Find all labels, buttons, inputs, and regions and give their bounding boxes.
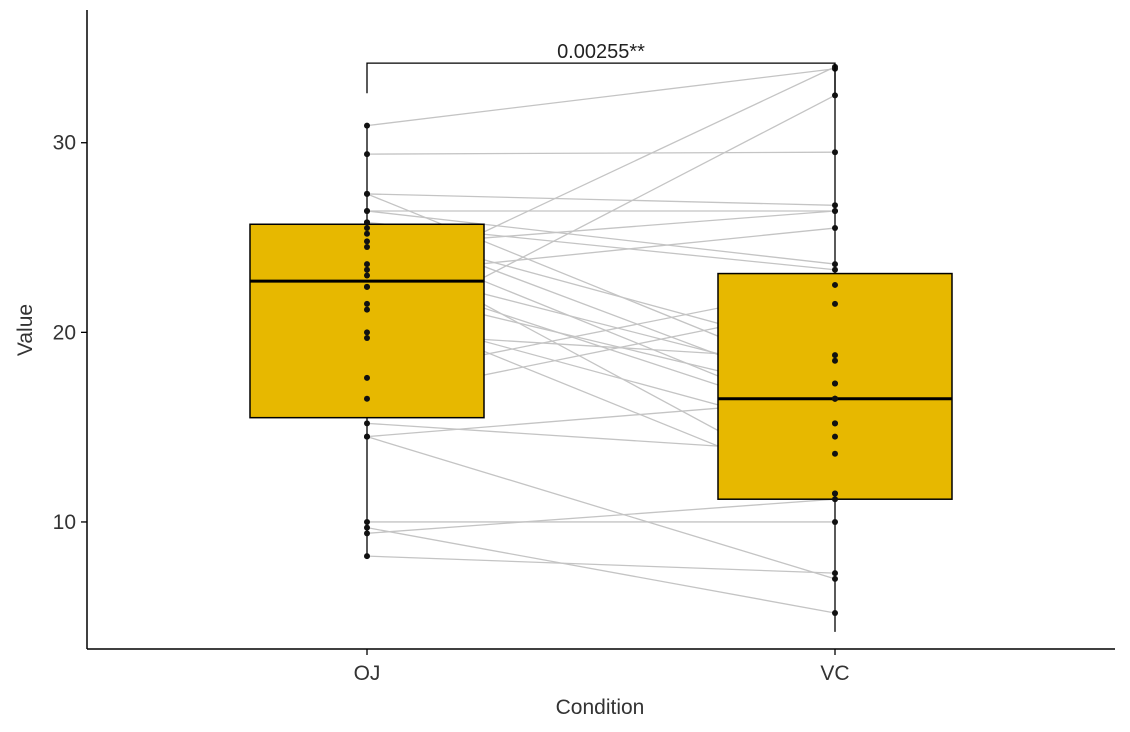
point-oj: [364, 272, 370, 279]
point-vc: [832, 357, 838, 364]
data-points: [364, 63, 838, 616]
axes: [86, 10, 1115, 650]
box-oj: [249, 223, 485, 419]
point-vc: [832, 202, 838, 209]
y-ticks: 10 20 30: [53, 132, 87, 534]
significance-bracket: [366, 62, 836, 94]
pair-line: [366, 555, 836, 574]
point-oj: [364, 524, 370, 531]
point-vc: [832, 420, 838, 427]
point-oj: [364, 553, 370, 560]
point-oj: [364, 518, 370, 525]
y-tick-label: 10: [53, 511, 76, 534]
point-oj: [364, 219, 370, 226]
point-oj: [364, 530, 370, 537]
pair-line: [366, 151, 836, 155]
point-vc: [832, 149, 838, 156]
point-vc: [832, 609, 838, 616]
point-oj: [364, 225, 370, 232]
point-vc: [832, 395, 838, 402]
point-oj: [364, 420, 370, 427]
point-vc: [832, 352, 838, 359]
point-vc: [832, 518, 838, 525]
x-tick-label: OJ: [354, 662, 381, 685]
point-vc: [832, 225, 838, 232]
point-oj: [364, 230, 370, 237]
point-oj: [364, 433, 370, 440]
point-vc: [832, 575, 838, 582]
point-oj: [364, 300, 370, 307]
point-oj: [364, 190, 370, 197]
point-vc: [832, 281, 838, 288]
pair-line: [366, 498, 836, 534]
point-oj: [364, 395, 370, 402]
pair-line: [366, 436, 836, 580]
pair-line: [366, 193, 836, 206]
point-vc: [832, 433, 838, 440]
point-oj: [364, 122, 370, 129]
point-vc: [832, 92, 838, 99]
x-axis-title: Condition: [556, 696, 645, 719]
pair-line: [366, 210, 836, 265]
point-vc: [832, 207, 838, 214]
point-vc: [832, 300, 838, 307]
p-value-label: 0.00255**: [557, 41, 645, 63]
point-vc: [832, 266, 838, 273]
x-tick-label: VC: [820, 662, 849, 685]
point-vc: [832, 570, 838, 577]
point-oj: [364, 283, 370, 290]
point-oj: [364, 266, 370, 273]
y-tick-label: 20: [53, 321, 76, 344]
point-vc: [832, 490, 838, 497]
point-oj: [364, 244, 370, 251]
point-oj: [364, 261, 370, 268]
point-vc: [832, 450, 838, 457]
point-vc: [832, 261, 838, 268]
y-axis-title: Value: [14, 304, 37, 356]
point-oj: [364, 335, 370, 342]
point-oj: [364, 207, 370, 214]
significance-annotation: 0.00255**: [366, 41, 836, 94]
point-vc: [832, 380, 838, 387]
pair-line: [366, 527, 836, 614]
point-oj: [364, 374, 370, 381]
y-tick-label: 30: [53, 132, 76, 155]
point-oj: [364, 306, 370, 313]
point-oj: [364, 238, 370, 245]
point-oj: [364, 151, 370, 158]
x-ticks: OJ VC: [354, 649, 850, 685]
point-oj: [364, 329, 370, 336]
pair-line: [366, 68, 836, 127]
point-vc: [832, 496, 838, 503]
